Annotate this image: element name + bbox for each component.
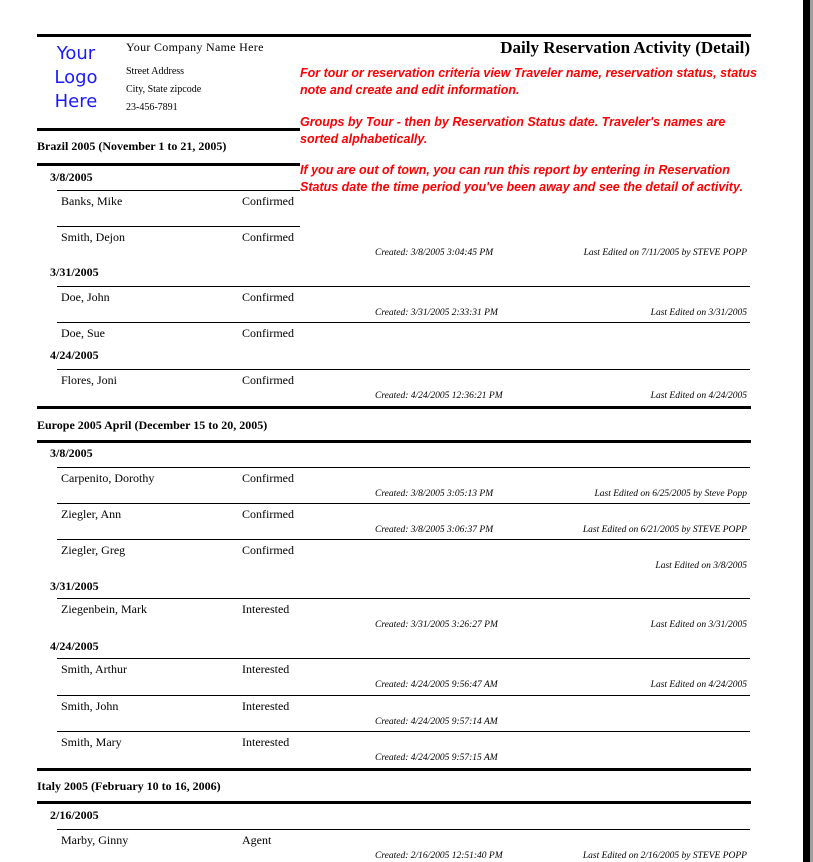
row-divider: [57, 829, 750, 830]
status-date-header: 2/16/2005: [50, 808, 99, 822]
row-divider: [57, 658, 750, 659]
status-date-header: 3/8/2005: [50, 446, 93, 460]
traveler-name: Ziegler, Ann: [61, 507, 122, 521]
company-name: Your Company Name Here: [126, 40, 264, 54]
tour-group-header: Brazil 2005 (November 1 to 21, 2005): [37, 139, 227, 153]
reservation-status: Confirmed: [242, 543, 294, 557]
reservation-status: Confirmed: [242, 471, 294, 485]
tour-group-header: Italy 2005 (February 10 to 16, 2006): [37, 779, 221, 793]
row-divider: [57, 190, 300, 191]
created-info: Created: 4/24/2005 9:57:14 AM: [375, 717, 498, 727]
tour-end-rule: [37, 406, 751, 409]
created-info: Created: 3/8/2005 3:06:37 PM: [375, 525, 494, 535]
last-edited-info: Last Edited on 4/24/2005: [650, 680, 747, 690]
traveler-name: Ziegler, Greg: [61, 543, 126, 557]
reservation-status: Confirmed: [242, 373, 294, 387]
page-edge: [803, 0, 810, 862]
tour-group-header: Europe 2005 April (December 15 to 20, 20…: [37, 418, 268, 432]
row-divider: [57, 322, 750, 323]
logo-line: Logo: [54, 67, 98, 88]
traveler-name: Smith, John: [61, 699, 119, 713]
reservation-status: Confirmed: [242, 290, 294, 304]
row-divider: [57, 731, 750, 732]
traveler-name: Marby, Ginny: [61, 833, 129, 847]
traveler-name: Doe, John: [61, 290, 110, 304]
row-divider: [57, 226, 300, 227]
created-info: Created: 3/8/2005 3:04:45 PM: [375, 248, 494, 258]
reservation-status: Confirmed: [242, 194, 294, 208]
created-info: Created: 4/24/2005 12:36:21 PM: [375, 391, 503, 401]
row-divider: [57, 503, 750, 504]
status-date-header: 4/24/2005: [50, 639, 99, 653]
status-date-header: 3/31/2005: [50, 265, 99, 279]
traveler-name: Doe, Sue: [61, 326, 105, 340]
last-edited-info: Last Edited on 3/8/2005: [655, 561, 747, 571]
tour-rule: [37, 163, 300, 166]
company-phone: 23-456-7891: [126, 102, 178, 113]
last-edited-info: Last Edited on 3/31/2005: [650, 308, 747, 318]
created-info: Created: 3/8/2005 3:05:13 PM: [375, 489, 494, 499]
traveler-name: Carpenito, Dorothy: [61, 471, 155, 485]
report-note-3: If you are out of town, you can run this…: [300, 163, 743, 194]
last-edited-info: Last Edited on 3/31/2005: [650, 620, 747, 630]
last-edited-info: Last Edited on 6/21/2005 by STEVE POPP: [582, 525, 747, 535]
reservation-status: Interested: [242, 602, 290, 616]
logo-line: Your: [56, 43, 96, 64]
reservation-status: Confirmed: [242, 326, 294, 340]
reservation-status: Interested: [242, 699, 290, 713]
traveler-name: Ziegenbein, Mark: [61, 602, 147, 616]
company-street: Street Address: [126, 66, 185, 77]
created-info: Created: 4/24/2005 9:56:47 AM: [375, 680, 498, 690]
reservation-status: Interested: [242, 662, 290, 676]
logo-placeholder: Your Logo Here: [52, 42, 100, 114]
traveler-name: Smith, Dejon: [61, 230, 126, 244]
traveler-name: Smith, Mary: [61, 735, 122, 749]
logo-line: Here: [54, 91, 98, 112]
created-info: Created: 4/24/2005 9:57:15 AM: [375, 753, 498, 763]
reservation-status: Interested: [242, 735, 290, 749]
row-divider: [57, 598, 750, 599]
traveler-name: Smith, Arthur: [61, 662, 128, 676]
reservation-status: Confirmed: [242, 230, 294, 244]
report-note-1: For tour or reservation criteria view Tr…: [300, 66, 757, 97]
traveler-name: Flores, Joni: [61, 373, 118, 387]
window-background: [810, 0, 813, 862]
status-date-header: 3/8/2005: [50, 170, 93, 184]
created-info: Created: 3/31/2005 2:33:31 PM: [375, 308, 498, 318]
reservation-status: Agent: [242, 833, 272, 847]
row-divider: [57, 467, 750, 468]
row-divider: [57, 539, 750, 540]
last-edited-info: Last Edited on 2/16/2005 by STEVE POPP: [582, 851, 747, 861]
row-divider: [57, 695, 750, 696]
tour-rule: [37, 801, 751, 804]
created-info: Created: 2/16/2005 12:51:40 PM: [375, 851, 503, 861]
row-divider: [57, 286, 750, 287]
created-info: Created: 3/31/2005 3:26:27 PM: [375, 620, 498, 630]
status-date-header: 3/31/2005: [50, 579, 99, 593]
report-note-2: Groups by Tour - then by Reservation Sta…: [300, 115, 726, 146]
tour-rule: [37, 440, 751, 443]
status-date-header: 4/24/2005: [50, 348, 99, 362]
tour-end-rule: [37, 768, 751, 771]
traveler-name: Banks, Mike: [61, 194, 123, 208]
header-top-rule: [37, 34, 751, 37]
reservation-status: Confirmed: [242, 507, 294, 521]
report-title: Daily Reservation Activity (Detail): [500, 38, 750, 57]
header-bottom-rule: [37, 128, 300, 131]
last-edited-info: Last Edited on 6/25/2005 by Steve Popp: [594, 489, 747, 499]
row-divider: [57, 369, 750, 370]
company-city: City, State zipcode: [126, 84, 202, 95]
last-edited-info: Last Edited on 4/24/2005: [650, 391, 747, 401]
last-edited-info: Last Edited on 7/11/2005 by STEVE POPP: [583, 248, 747, 258]
